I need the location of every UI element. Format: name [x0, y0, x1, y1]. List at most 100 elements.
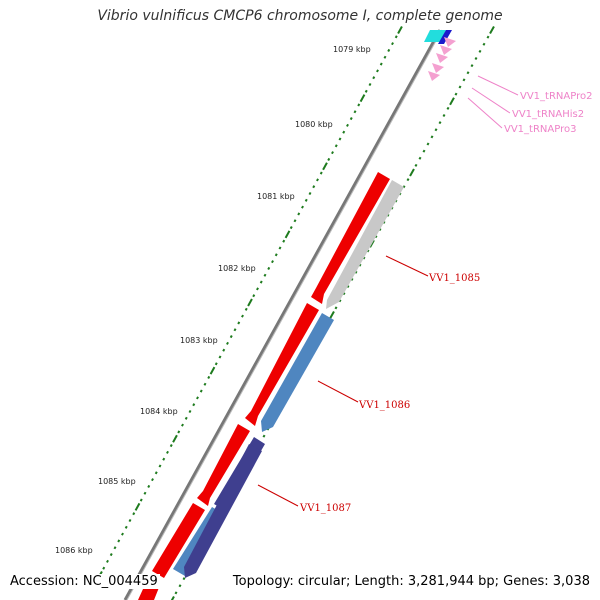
- minor-tick: [466, 71, 470, 75]
- kbp-tick-label: 1085 kbp: [98, 477, 136, 486]
- major-tick: [409, 168, 415, 177]
- minor-tick: [241, 314, 244, 318]
- backbone-line: [123, 29, 442, 600]
- minor-tick: [113, 546, 117, 550]
- minor-tick: [366, 249, 370, 253]
- minor-tick: [267, 266, 271, 270]
- minor-tick: [346, 123, 349, 127]
- major-tick: [172, 434, 178, 443]
- minor-tick: [203, 382, 207, 386]
- trna-marker: [428, 71, 440, 81]
- minor-tick: [128, 518, 132, 523]
- minor-tick: [378, 227, 382, 232]
- minor-tick: [376, 69, 379, 73]
- minor-tick: [430, 135, 434, 139]
- minor-tick: [458, 85, 462, 89]
- minor-tick: [350, 277, 354, 281]
- gene-label: VV1_1086: [358, 400, 410, 411]
- trna-label: VV1_tRNAPro2: [520, 91, 592, 102]
- trna-annotations: VV1_tRNAPro2 VV1_tRNAHis2 VV1_tRNAPro3: [467, 75, 592, 135]
- reverse-gene-grey: [326, 180, 404, 309]
- trna-marker: [436, 53, 448, 63]
- minor-tick: [121, 532, 124, 536]
- major-tick: [359, 94, 366, 103]
- minor-tick: [422, 149, 426, 153]
- minor-tick: [147, 484, 151, 488]
- major-tick: [449, 97, 455, 106]
- minor-tick: [289, 226, 293, 230]
- minor-tick: [353, 110, 357, 114]
- minor-tick: [196, 396, 199, 400]
- blue-gene-fragment: [438, 30, 452, 44]
- trna-label: VV1_tRNAPro3: [504, 124, 576, 135]
- kbp-axis: 1079 kbp 1080 kbp 1081 kbp 1082 kbp 1083…: [55, 45, 371, 555]
- minor-tick: [486, 35, 490, 39]
- minor-tick: [184, 416, 188, 420]
- gene-leader-line: [317, 380, 359, 403]
- gene-leader-line: [257, 484, 299, 507]
- gene-label: VV1_1087: [299, 503, 351, 514]
- minor-tick: [244, 307, 248, 311]
- gene-annotations: VV1_1085 VV1_1086 VV1_1087: [257, 255, 480, 514]
- minor-tick: [297, 212, 301, 216]
- trna-marker: [444, 37, 456, 47]
- minor-tick: [358, 263, 362, 267]
- major-tick: [209, 366, 216, 375]
- minor-tick: [169, 444, 173, 448]
- minor-tick: [143, 491, 147, 495]
- minor-tick: [446, 106, 450, 110]
- minor-tick: [362, 256, 366, 260]
- minor-tick: [414, 163, 418, 167]
- minor-tick: [470, 64, 474, 68]
- minor-tick: [222, 348, 226, 352]
- minor-tick: [106, 559, 109, 563]
- minor-tick: [218, 355, 222, 359]
- minor-tick: [442, 113, 446, 118]
- minor-tick: [262, 434, 266, 438]
- minor-tick: [418, 156, 422, 160]
- cyan-gene-fragment: [424, 30, 446, 42]
- minor-tick: [346, 284, 350, 289]
- trna-label: VV1_tRNAHis2: [512, 109, 584, 120]
- minor-tick: [316, 178, 319, 182]
- trna-marker: [432, 63, 444, 73]
- kbp-tick-label: 1081 kbp: [257, 192, 295, 201]
- minor-tick: [334, 306, 338, 310]
- minor-tick: [124, 525, 128, 529]
- minor-tick: [174, 591, 178, 595]
- minor-tick: [301, 205, 304, 209]
- minor-tick: [192, 403, 196, 407]
- minor-tick: [368, 82, 372, 87]
- minor-tick: [181, 423, 184, 427]
- reverse-gene-navy: [184, 444, 262, 578]
- minor-tick: [434, 128, 438, 132]
- minor-tick: [263, 273, 267, 277]
- map-title: Vibrio vulnificus CMCP6 chromosome I, co…: [97, 8, 503, 24]
- minor-tick: [474, 56, 478, 61]
- minor-tick: [327, 157, 331, 161]
- minor-tick: [139, 498, 143, 502]
- minor-tick: [162, 457, 166, 461]
- kbp-tick-label: 1084 kbp: [140, 407, 178, 416]
- minor-tick: [151, 478, 154, 482]
- kbp-tick-label: 1082 kbp: [218, 264, 256, 273]
- backbone-highlight: [126, 29, 443, 600]
- minor-tick: [379, 62, 383, 66]
- minor-tick: [207, 375, 211, 379]
- minor-tick: [271, 260, 274, 264]
- minor-tick: [312, 185, 316, 189]
- minor-tick: [278, 246, 282, 250]
- minor-tick: [293, 219, 297, 223]
- topology-text: Topology: circular; Length: 3,281,944 bp…: [230, 574, 592, 589]
- minor-tick: [406, 178, 410, 182]
- major-tick: [284, 230, 291, 239]
- minor-tick: [354, 270, 358, 274]
- trna-leader-line: [467, 97, 503, 129]
- minor-tick: [334, 144, 338, 148]
- minor-tick: [199, 389, 203, 393]
- minor-tick: [331, 151, 334, 155]
- major-tick: [170, 596, 175, 600]
- minor-tick: [259, 280, 263, 284]
- minor-tick: [438, 121, 442, 125]
